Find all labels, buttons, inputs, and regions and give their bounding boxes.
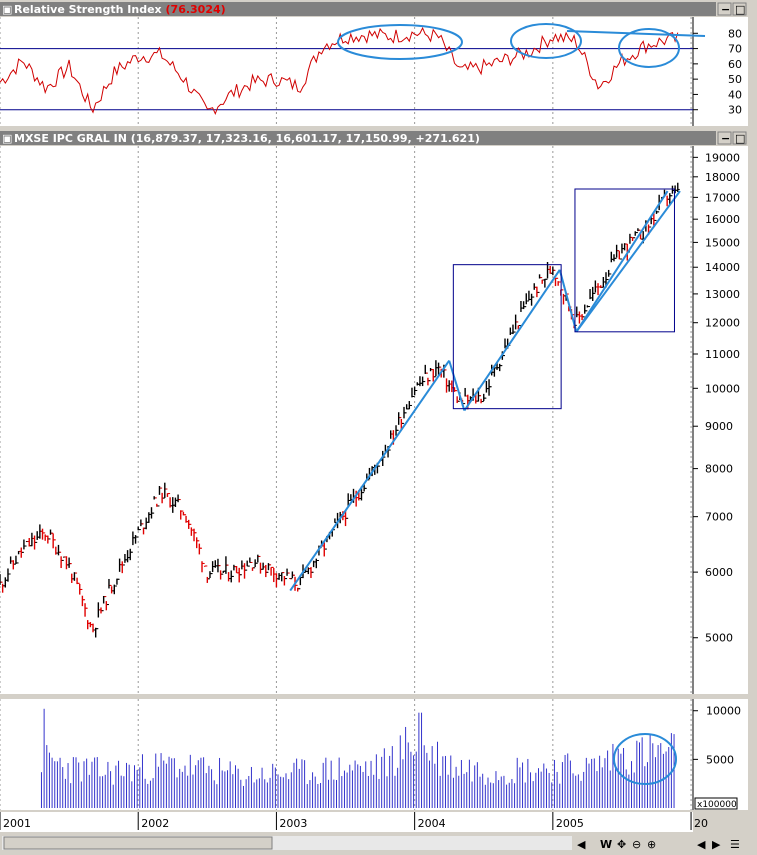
price-y-tick-label: 19000 — [705, 151, 740, 164]
rsi-y-tick-label: 60 — [728, 58, 742, 71]
scroll-thumb[interactable] — [3, 836, 273, 850]
rsi-y-tick-label: 50 — [728, 73, 742, 86]
rsi-y-tick-label: 40 — [728, 88, 742, 101]
price-y-tick-label: 18000 — [705, 171, 740, 184]
rsi-annotation-ellipse — [337, 24, 463, 60]
vertical-scrollbar[interactable] — [748, 0, 757, 832]
rsi-minimize-icon: − — [721, 3, 730, 16]
price-ohlc: (16,879.37, 17,323.16, 16,601.17, 17,150… — [131, 132, 480, 145]
price-title-bar — [0, 131, 716, 145]
scroll-left-icon[interactable]: ◀ — [577, 838, 586, 851]
scroll-right-icon[interactable]: ▶ — [712, 838, 721, 851]
price-minimize-icon: − — [721, 132, 730, 145]
price-y-tick-label: 9000 — [705, 420, 733, 433]
volume-multiplier-label: x100000 — [697, 800, 737, 810]
x-axis-label: 2001 — [3, 817, 31, 830]
svg-text:MXSE IPC GRAL IN (16,879.37, 1: MXSE IPC GRAL IN (16,879.37, 17,323.16, … — [14, 132, 480, 145]
weekly-period-icon[interactable]: W — [600, 838, 612, 851]
price-trendline — [463, 269, 561, 412]
rsi-annotation-ellipse — [618, 28, 680, 68]
rsi-value: (76.3024) — [166, 3, 226, 16]
zoom-in-icon[interactable]: ⊕ — [647, 838, 656, 851]
x-axis-label: 20 — [694, 817, 708, 830]
rsi-title-bar — [0, 2, 716, 16]
price-axis-area — [693, 146, 748, 694]
price-y-tick-label: 5000 — [705, 632, 733, 645]
price-y-tick-label: 11000 — [705, 348, 740, 361]
pan-icon[interactable]: ✥ — [617, 838, 626, 851]
price-plot-area — [0, 146, 693, 694]
x-axis-area — [0, 812, 693, 832]
price-y-tick-label: 14000 — [705, 261, 740, 274]
x-axis-label: 2003 — [279, 817, 307, 830]
price-y-tick-label: 10000 — [705, 382, 740, 395]
price-title: MXSE IPC GRAL IN — [14, 132, 127, 145]
price-y-tick-label: 12000 — [705, 317, 740, 330]
rsi-annotation-trendline — [566, 30, 706, 37]
scroll-left-end-icon[interactable]: ◀ — [697, 838, 706, 851]
menu-icon[interactable]: ☰ — [730, 838, 740, 851]
rsi-y-tick-label: 30 — [728, 104, 742, 117]
price-trendline — [575, 190, 681, 333]
price-trendline — [448, 360, 466, 411]
volume-multiplier-box — [694, 797, 738, 810]
price-annotation-box — [452, 264, 562, 410]
rsi-annotation-ellipse — [510, 23, 582, 59]
x-axis-label: 2002 — [141, 817, 169, 830]
svg-text:Relative Strength Index (76.30: Relative Strength Index (76.3024) — [14, 3, 226, 16]
price-y-tick-label: 8000 — [705, 463, 733, 476]
price-y-tick-label: 16000 — [705, 213, 740, 226]
volume-axis-area — [693, 699, 748, 810]
price-y-tick-label: 7000 — [705, 511, 733, 524]
rsi-y-tick-label: 80 — [728, 27, 742, 40]
x-axis-label: 2005 — [556, 817, 584, 830]
rsi-panel-icon: ▣ — [2, 3, 12, 16]
price-panel-icon: ▣ — [2, 132, 12, 145]
rsi-title: Relative Strength Index — [14, 3, 162, 16]
volume-y-tick-label: 5000 — [706, 753, 734, 766]
price-maximize-icon: □ — [735, 132, 745, 145]
volume-annotation-ellipse — [613, 733, 677, 785]
price-y-tick-label: 15000 — [705, 236, 740, 249]
price-annotation-box — [574, 188, 675, 333]
price-trendline — [575, 190, 669, 333]
rsi-maximize-button[interactable] — [732, 2, 747, 16]
rsi-y-tick-label: 70 — [728, 43, 742, 56]
zoom-out-icon[interactable]: ⊖ — [632, 838, 641, 851]
price-trendline — [558, 269, 578, 333]
rsi-maximize-icon: □ — [735, 3, 745, 16]
price-y-tick-label: 17000 — [705, 191, 740, 204]
price-minimize-button[interactable] — [717, 131, 732, 145]
price-y-tick-label: 6000 — [705, 566, 733, 579]
price-maximize-button[interactable] — [732, 131, 747, 145]
volume-y-tick-label: 10000 — [706, 705, 741, 718]
price-trendline — [289, 360, 451, 592]
price-y-tick-label: 13000 — [705, 288, 740, 301]
rsi-minimize-button[interactable] — [717, 2, 732, 16]
x-axis-label: 2004 — [418, 817, 446, 830]
